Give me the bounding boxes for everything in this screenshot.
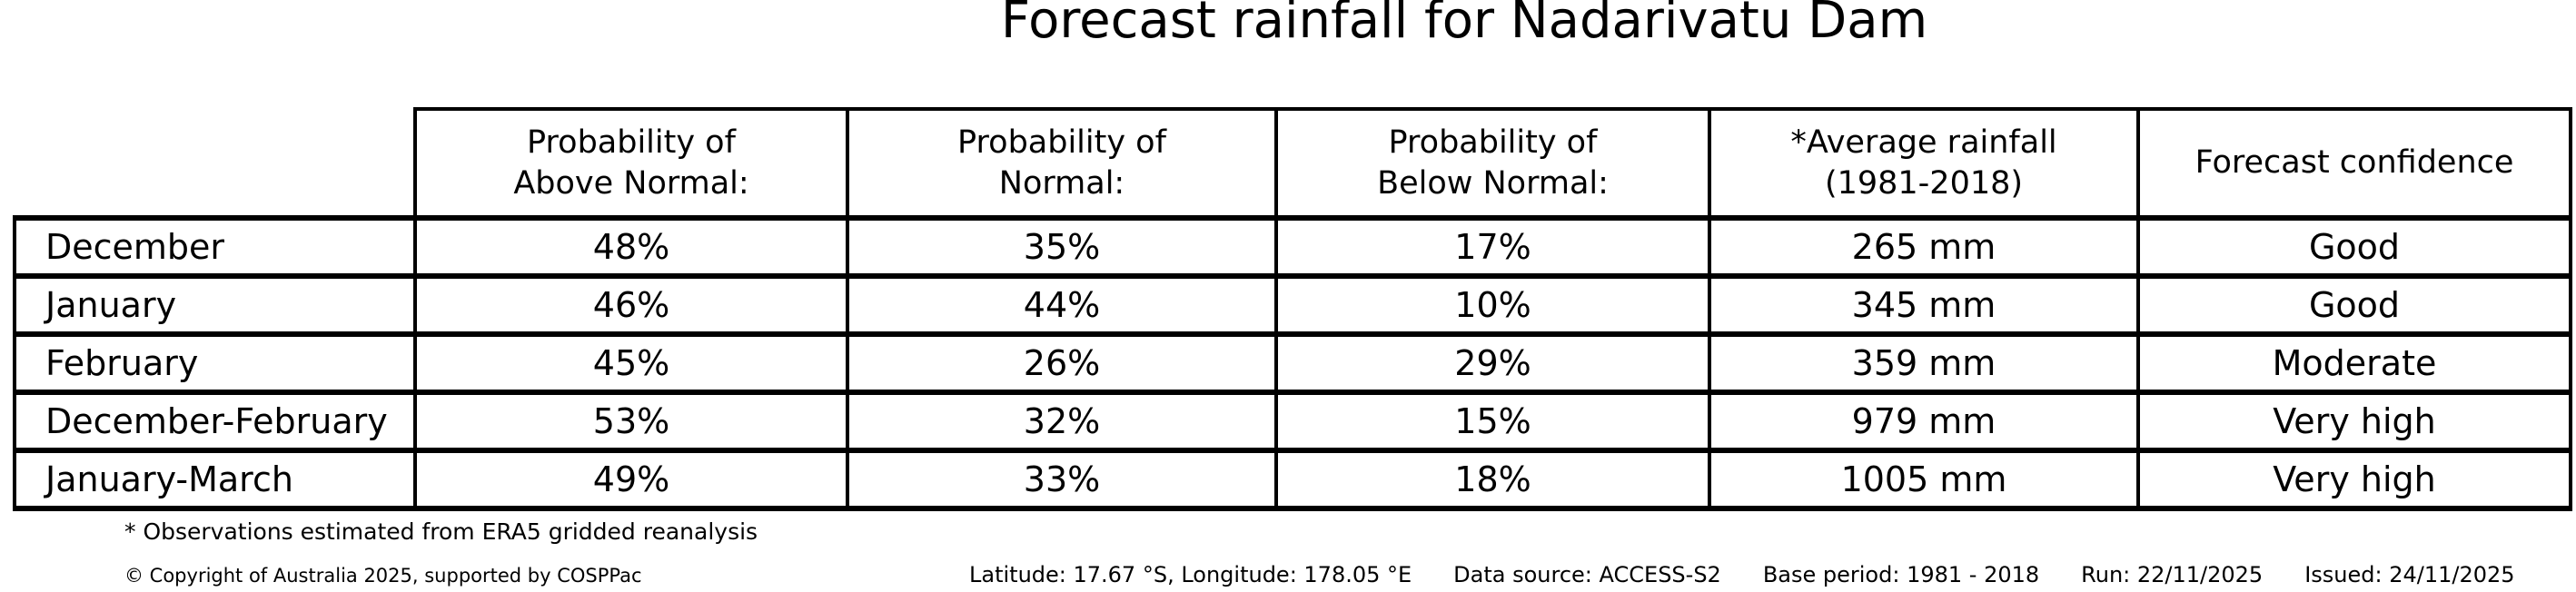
cell-normal: 32% [846, 390, 1278, 453]
cell-normal: 35% [846, 215, 1278, 279]
cell-normal: 44% [846, 273, 1278, 337]
row-label: February [13, 331, 417, 395]
header-above-normal: Probability of Above Normal: [413, 107, 849, 220]
cell-below-normal: 29% [1274, 331, 1711, 395]
footer-base-period: Base period: 1981 - 2018 [1762, 562, 2040, 587]
cell-normal: 33% [846, 448, 1278, 511]
copyright-text: © Copyright of Australia 2025, supported… [124, 565, 642, 587]
forecast-table: Probability of Above Normal: Probability… [13, 107, 2572, 511]
table-row: January 46% 44% 10% 345 mm Good [13, 273, 2572, 337]
header-below-normal: Probability of Below Normal: [1274, 107, 1711, 220]
cell-below-normal: 15% [1274, 390, 1711, 453]
cell-average-rainfall: 265 mm [1708, 215, 2140, 279]
cell-above-normal: 45% [413, 331, 849, 395]
header-average-rainfall: *Average rainfall (1981-2018) [1708, 107, 2140, 220]
header-row: Probability of Above Normal: Probability… [15, 107, 2572, 220]
cell-forecast-confidence: Good [2136, 273, 2572, 337]
cell-average-rainfall: 345 mm [1708, 273, 2140, 337]
header-forecast-confidence: Forecast confidence [2136, 107, 2572, 220]
row-label: January-March [13, 448, 417, 511]
footnote: * Observations estimated from ERA5 gridd… [124, 518, 758, 545]
cell-average-rainfall: 359 mm [1708, 331, 2140, 395]
table-row: December 48% 35% 17% 265 mm Good [13, 215, 2572, 279]
cell-below-normal: 10% [1274, 273, 1711, 337]
cell-above-normal: 46% [413, 273, 849, 337]
row-label: January [13, 273, 417, 337]
footer-metadata: Latitude: 17.67 °S, Longitude: 178.05 °E… [969, 562, 2515, 587]
cell-above-normal: 48% [413, 215, 849, 279]
footer-data-source: Data source: ACCESS-S2 [1453, 562, 1721, 587]
cell-forecast-confidence: Good [2136, 215, 2572, 279]
cell-above-normal: 53% [413, 390, 849, 453]
header-normal: Probability of Normal: [846, 107, 1278, 220]
row-label: December [13, 215, 417, 279]
cell-forecast-confidence: Moderate [2136, 331, 2572, 395]
corner-cell [15, 109, 415, 218]
cell-below-normal: 18% [1274, 448, 1711, 511]
footer-run-date: Run: 22/11/2025 [2081, 562, 2264, 587]
cell-average-rainfall: 979 mm [1708, 390, 2140, 453]
cell-above-normal: 49% [413, 448, 849, 511]
cell-average-rainfall: 1005 mm [1708, 448, 2140, 511]
table-row: January-March 49% 33% 18% 1005 mm Very h… [13, 448, 2572, 511]
row-label: December-February [13, 390, 417, 453]
cell-normal: 26% [846, 331, 1278, 395]
table-row: February 45% 26% 29% 359 mm Moderate [13, 331, 2572, 395]
footer-lat-long: Latitude: 17.67 °S, Longitude: 178.05 °E [969, 562, 1412, 587]
cell-forecast-confidence: Very high [2136, 390, 2572, 453]
cell-below-normal: 17% [1274, 215, 1711, 279]
page-title: Forecast rainfall for Nadarivatu Dam [1000, 0, 1928, 50]
cell-forecast-confidence: Very high [2136, 448, 2572, 511]
table-row: December-February 53% 32% 15% 979 mm Ver… [13, 390, 2572, 453]
footer-issued-date: Issued: 24/11/2025 [2304, 562, 2515, 587]
